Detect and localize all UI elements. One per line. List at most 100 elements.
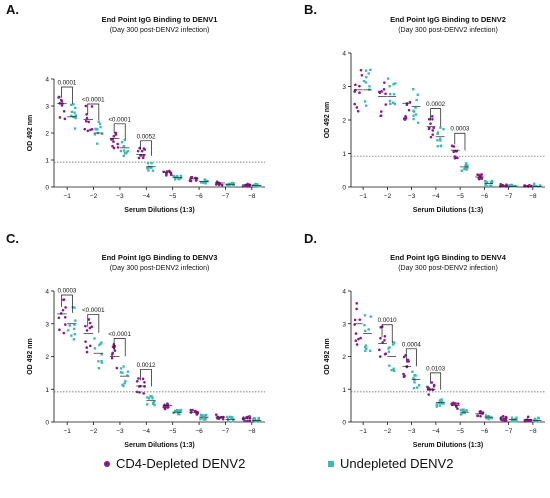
data-point-undepleted [440,400,443,403]
data-point-undepleted [392,83,395,86]
x-tick-label: −1 [359,193,367,200]
data-point-undepleted [96,142,99,145]
data-point-cd4 [405,103,409,107]
data-point-undepleted [439,137,442,141]
data-point-cd4 [246,185,249,188]
data-point-cd4 [384,352,388,356]
data-point-undepleted [74,116,77,120]
data-point-undepleted [411,370,414,373]
y-tick-label: 1 [45,387,49,394]
data-point-undepleted [177,177,180,180]
data-point-undepleted [442,128,445,131]
data-point-undepleted [73,306,76,309]
data-point-undepleted [100,361,104,364]
data-point-undepleted [511,418,515,422]
data-point-undepleted [151,402,155,405]
data-point-undepleted [365,347,368,350]
y-tick-label: 3 [342,321,346,328]
significance-bracket [140,369,152,387]
data-point-undepleted [97,367,101,370]
data-point-undepleted [417,384,421,387]
data-point-cd4 [114,133,118,136]
data-point-cd4 [499,182,503,186]
y-tick-label: 1 [342,387,346,394]
data-point-undepleted [464,163,468,167]
data-point-undepleted [70,103,73,107]
data-point-cd4 [383,339,386,342]
data-point-cd4 [87,120,90,124]
chart-title: End Point IgG Binding to DENV1 [102,15,218,24]
data-point-undepleted [466,166,469,170]
data-point-undepleted [255,419,259,423]
data-point-undepleted [151,397,154,400]
data-point-undepleted [70,110,74,113]
data-point-undepleted [74,106,77,110]
data-point-cd4 [430,381,434,384]
y-tick-label: 3 [45,104,49,111]
data-point-cd4 [116,146,120,149]
x-tick-label: −2 [384,428,392,435]
data-point-cd4 [429,122,432,125]
data-point-cd4 [455,150,459,153]
data-point-undepleted [256,183,259,186]
data-point-undepleted [119,370,123,374]
data-point-undepleted [66,329,70,332]
data-point-cd4 [245,416,248,419]
x-tick-label: −2 [384,193,392,200]
data-point-cd4 [454,405,458,408]
data-point-cd4 [85,350,89,354]
data-point-undepleted [414,113,418,116]
data-point-undepleted [436,132,439,136]
data-point-undepleted [204,181,207,185]
data-point-undepleted [70,114,73,118]
data-point-undepleted [367,328,370,331]
p-value-label: 0.0002 [426,101,445,108]
x-tick-label: −4 [143,193,151,200]
data-point-cd4 [165,174,168,177]
data-point-cd4 [355,106,359,109]
data-point-undepleted [439,126,442,129]
x-axis-label: Serum Dilutions (1:3) [413,207,483,214]
data-point-cd4 [382,88,386,91]
data-point-undepleted [442,402,445,405]
data-point-undepleted [121,383,124,387]
significance-bracket [61,294,73,313]
data-point-cd4 [453,156,457,160]
legend-label-undepleted: Undepleted DENV2 [340,456,454,471]
data-point-cd4 [450,144,454,148]
x-tick-label: −5 [169,193,177,200]
data-point-cd4 [358,91,361,95]
data-point-cd4 [503,418,506,421]
data-point-undepleted [534,419,537,423]
data-point-cd4 [62,331,66,335]
x-tick-label: −3 [116,193,124,200]
data-point-undepleted [411,88,415,91]
data-point-undepleted [150,162,153,165]
data-point-undepleted [126,370,130,373]
data-point-undepleted [435,405,439,408]
p-value-label: 0.0001 [57,79,76,86]
data-point-undepleted [73,323,76,326]
data-point-cd4 [246,419,249,423]
data-point-cd4 [501,414,505,418]
data-point-undepleted [363,323,366,327]
data-point-cd4 [457,402,460,405]
data-point-cd4 [83,127,87,131]
data-point-undepleted [367,72,370,75]
data-point-cd4 [456,156,459,160]
data-point-cd4 [64,323,67,326]
data-point-cd4 [214,413,218,416]
data-point-undepleted [388,364,391,367]
data-point-undepleted [436,131,440,134]
data-point-undepleted [464,162,468,165]
panel-label: D. [304,231,317,246]
y-tick-label: 1 [342,151,346,158]
data-point-undepleted [389,92,392,96]
data-point-cd4 [408,100,412,104]
data-point-cd4 [88,326,92,330]
data-point-undepleted [515,419,518,423]
data-point-undepleted [387,347,390,350]
data-point-undepleted [206,180,209,183]
x-tick-label: −1 [63,428,71,435]
data-point-undepleted [364,329,367,333]
